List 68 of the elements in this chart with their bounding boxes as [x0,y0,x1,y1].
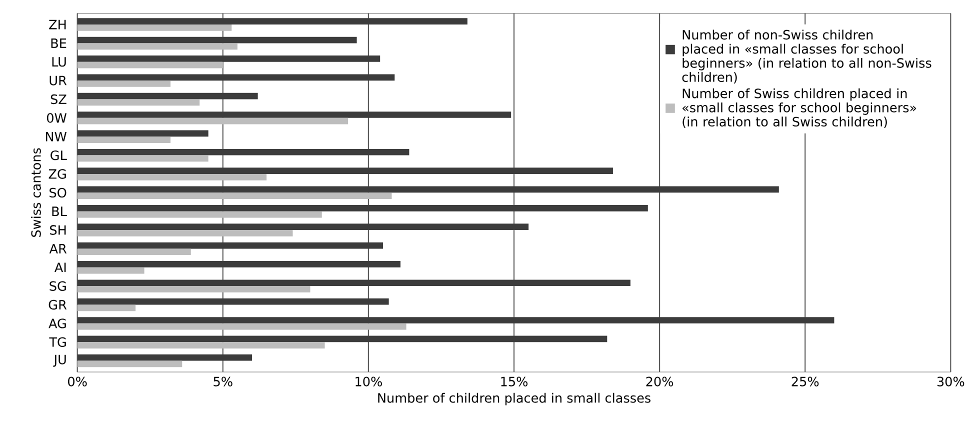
y-tick-label: GR [48,300,67,310]
bar [77,118,348,124]
y-tick-label: SO [50,188,66,198]
legend-label: Number of non-Swiss children placed in «small classes for school beginners» (in relation to all non-Swiss children) [682,30,932,84]
y-tick-label: AI [54,262,66,272]
y-tick-label: LU [52,57,66,67]
y-tick-label: BL [52,206,67,216]
bar [77,18,468,25]
bar [77,168,613,174]
x-tick-label: 10% [356,376,382,386]
y-tick-label: NW [46,132,67,142]
y-tick-label: AG [48,318,66,328]
x-tick-label: 0% [68,376,87,386]
bar [77,148,410,156]
bar [77,211,322,218]
bar [77,36,357,44]
x-tick-label: 15% [501,376,528,386]
bar [77,286,310,292]
bar [77,136,170,143]
legend-label: Number of Swiss children placed in «small classes for school beginners» (in relation to all Swiss children) [682,88,916,128]
y-tick-label: SZ [50,94,66,104]
bar [77,56,380,62]
y-tick-label: ZH [49,20,66,30]
bar [77,74,395,81]
bar [77,342,325,348]
bar [77,155,208,162]
bar [77,261,400,268]
x-tick-label: 25% [792,376,819,386]
bar [77,204,648,212]
y-tick-label: AR [49,244,67,254]
bar [77,224,529,230]
y-tick-label: GL [50,150,67,160]
bar [77,323,406,330]
bar [77,360,182,368]
x-tick-label: 30% [937,376,964,386]
bar [77,192,392,200]
bar [77,112,512,118]
y-tick-label: SG [50,281,66,291]
bar [77,99,200,106]
bar [77,298,389,305]
bar [77,130,208,137]
bar [77,43,238,50]
bar [77,336,608,342]
bar [77,280,630,286]
bar [77,267,144,274]
bar [77,230,293,236]
x-axis-title: Number of children placed in small classes [378,392,650,406]
y-tick-label: TG [49,337,66,347]
bar [77,62,223,68]
x-tick-label: 5% [214,376,232,386]
bar [77,24,232,31]
bar [77,186,779,193]
y-axis-title: Swiss cantons [30,148,41,237]
bar [77,92,258,100]
y-tick-label: SH [50,225,66,235]
y-tick-label: JU [53,354,66,367]
bar [77,317,834,324]
bar [77,80,170,87]
bar [77,354,252,361]
y-tick-label: ZG [48,169,66,179]
bar [77,174,267,180]
bar [77,242,384,249]
y-tick-label: BE [51,38,66,48]
y-tick-label: UR [50,76,67,86]
bar [77,304,136,312]
bar [77,248,191,256]
x-tick-label: 20% [646,376,674,386]
y-tick-label: 0W [46,113,67,123]
